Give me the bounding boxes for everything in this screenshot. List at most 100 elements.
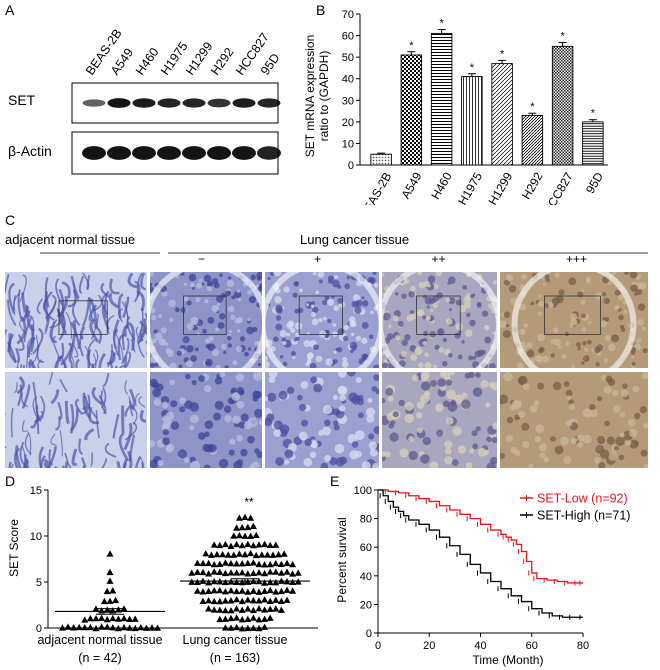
y-tick-label: 20 — [360, 599, 372, 611]
data-point — [272, 560, 280, 567]
data-point — [238, 569, 246, 576]
data-point — [142, 624, 150, 631]
y-tick-label: 0 — [36, 623, 42, 635]
data-point — [249, 522, 257, 530]
x-tick-label: 0 — [375, 640, 381, 652]
set-band — [132, 98, 156, 108]
panel-label-b: B — [316, 2, 326, 18]
y-tick-label: 60 — [360, 542, 372, 554]
y-tick-label: 5 — [36, 577, 42, 589]
data-point — [221, 606, 229, 614]
data-point — [266, 614, 274, 621]
data-point — [233, 623, 241, 631]
set-band — [107, 98, 131, 108]
actin-band — [157, 146, 181, 160]
data-point — [205, 597, 213, 604]
data-point — [210, 606, 218, 613]
panel-label-c: C — [5, 212, 16, 228]
data-point — [235, 550, 243, 557]
data-point — [227, 560, 235, 567]
y-tick-label: 40 — [360, 571, 372, 583]
y-tick-label: 30 — [342, 95, 354, 107]
data-point — [266, 560, 274, 568]
data-point — [244, 559, 252, 567]
data-point — [131, 615, 139, 622]
data-point — [238, 560, 246, 567]
data-point — [193, 587, 201, 594]
bar — [400, 54, 423, 166]
panel-label-d: D — [5, 473, 16, 489]
significance-mark: * — [591, 108, 596, 120]
ihc-image — [500, 272, 648, 368]
ihc-image — [150, 372, 262, 468]
bar — [430, 32, 453, 166]
actin-band — [107, 146, 131, 160]
data-point — [106, 577, 114, 584]
data-point — [244, 570, 252, 577]
data-point — [81, 616, 89, 623]
actin-band — [232, 146, 256, 160]
data-point — [249, 606, 257, 614]
data-point — [216, 615, 224, 623]
data-point — [188, 569, 196, 576]
data-point — [272, 579, 280, 586]
data-point — [233, 540, 241, 548]
data-point — [244, 605, 252, 612]
data-point — [199, 597, 207, 604]
data-point — [188, 578, 196, 585]
data-point — [261, 606, 269, 613]
data-point — [148, 624, 156, 631]
header-lung-cancer: Lung cancer tissue — [300, 232, 410, 247]
data-point — [58, 624, 66, 631]
y-axis-label: Percent survival — [335, 517, 349, 602]
data-point — [114, 624, 122, 632]
data-point — [233, 578, 241, 585]
ihc-image — [5, 272, 147, 368]
data-point — [199, 559, 207, 567]
data-point — [109, 624, 117, 631]
data-point — [261, 561, 269, 568]
y-tick-label: 15 — [30, 485, 42, 497]
y-tick-label: 0 — [366, 628, 372, 640]
data-point — [199, 588, 207, 595]
data-point — [205, 570, 213, 577]
survival-curve — [378, 489, 583, 618]
data-point — [249, 569, 257, 576]
ihc-image — [265, 272, 379, 368]
set-band — [182, 98, 206, 108]
data-point — [103, 587, 111, 595]
significance-mark: * — [560, 30, 565, 42]
panel-label-e: E — [330, 473, 340, 489]
y-tick-label: 60 — [342, 31, 354, 43]
data-point — [249, 587, 257, 594]
legend: SET-Low (n=92) SET-High (n=71) — [520, 492, 630, 523]
data-point — [238, 587, 246, 594]
ihc-image — [150, 272, 262, 368]
y-tick-label: 10 — [30, 531, 42, 543]
significance-mark: * — [500, 48, 505, 60]
data-point — [255, 541, 263, 548]
row-label-set: SET — [8, 92, 36, 108]
data-point — [277, 597, 285, 604]
x-tick-label: H292 — [519, 170, 546, 202]
y-tick-label: 50 — [342, 52, 354, 64]
data-point — [294, 569, 302, 576]
x-tick-label: H460 — [428, 170, 455, 202]
data-point — [261, 623, 269, 630]
ihc-image — [382, 372, 497, 468]
data-point — [230, 551, 238, 558]
axes: 0 20 40 60 80 100 0 20 40 60 80 — [354, 485, 589, 652]
y-tick-label: 80 — [360, 514, 372, 526]
data-point — [120, 614, 128, 622]
x-category-label: adjacent normal tissue — [37, 633, 162, 647]
actin-band — [207, 146, 231, 160]
data-point — [283, 568, 291, 575]
data-point — [75, 623, 83, 631]
data-point — [233, 524, 241, 531]
data-point — [266, 605, 274, 612]
sample-size-label: (n = 42) — [78, 651, 121, 665]
data-point — [249, 624, 257, 631]
data-point — [213, 550, 221, 558]
data-point — [289, 570, 297, 577]
data-point — [210, 560, 218, 568]
